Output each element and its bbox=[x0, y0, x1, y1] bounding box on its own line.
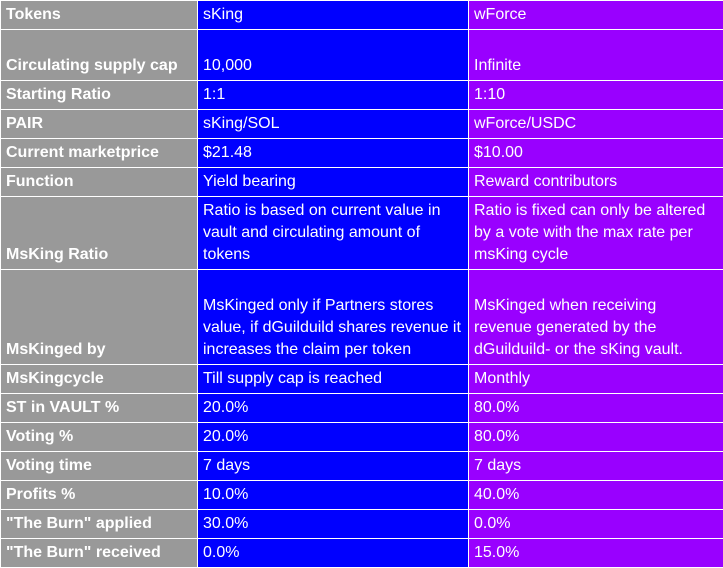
row-label-function: Function bbox=[1, 168, 198, 197]
sking-cell: 20.0% bbox=[198, 423, 469, 452]
sking-cell: 7 days bbox=[198, 452, 469, 481]
table-row: "The Burn" applied 30.0% 0.0% bbox=[1, 510, 723, 539]
sking-cell: 10.0% bbox=[198, 481, 469, 510]
table-row: Voting time 7 days 7 days bbox=[1, 452, 723, 481]
table-row: MsKing Ratio Ratio is based on current v… bbox=[1, 197, 723, 270]
row-label-profits: Profits % bbox=[1, 481, 198, 510]
sking-cell: sKing/SOL bbox=[198, 110, 469, 139]
table-row: Profits % 10.0% 40.0% bbox=[1, 481, 723, 510]
sking-cell: 10,000 bbox=[198, 30, 469, 81]
wforce-cell: Reward contributors bbox=[469, 168, 723, 197]
sking-cell: 1:1 bbox=[198, 81, 469, 110]
row-label-circulating-supply-cap: Circulating supply cap bbox=[1, 30, 198, 81]
row-label-voting-percent: Voting % bbox=[1, 423, 198, 452]
table-row: ST in VAULT % 20.0% 80.0% bbox=[1, 394, 723, 423]
row-label-voting-time: Voting time bbox=[1, 452, 198, 481]
wforce-cell: 15.0% bbox=[469, 539, 723, 568]
table-row: PAIR sKing/SOL wForce/USDC bbox=[1, 110, 723, 139]
wforce-cell: wForce bbox=[469, 1, 723, 30]
row-label-tokens: Tokens bbox=[1, 1, 198, 30]
row-label-mskingcycle: MsKingcycle bbox=[1, 365, 198, 394]
wforce-cell: 0.0% bbox=[469, 510, 723, 539]
table-row: Starting Ratio 1:1 1:10 bbox=[1, 81, 723, 110]
row-label-pair: PAIR bbox=[1, 110, 198, 139]
row-label-burn-applied: "The Burn" applied bbox=[1, 510, 198, 539]
wforce-cell: Infinite bbox=[469, 30, 723, 81]
row-label-mskinged-by: MsKinged by bbox=[1, 270, 198, 365]
sking-cell: sKing bbox=[198, 1, 469, 30]
wforce-cell: Ratio is fixed can only be altered by a … bbox=[469, 197, 723, 270]
table-row: Function Yield bearing Reward contributo… bbox=[1, 168, 723, 197]
table-row: MsKinged by MsKinged only if Partners st… bbox=[1, 270, 723, 365]
wforce-cell: 40.0% bbox=[469, 481, 723, 510]
row-label-burn-received: "The Burn" received bbox=[1, 539, 198, 568]
sking-cell: MsKinged only if Partners stores value, … bbox=[198, 270, 469, 365]
row-label-current-marketprice: Current marketprice bbox=[1, 139, 198, 168]
sking-cell: $21.48 bbox=[198, 139, 469, 168]
table-row: MsKingcycle Till supply cap is reached M… bbox=[1, 365, 723, 394]
wforce-cell: 7 days bbox=[469, 452, 723, 481]
table-row: "The Burn" received 0.0% 15.0% bbox=[1, 539, 723, 568]
row-label-st-in-vault: ST in VAULT % bbox=[1, 394, 198, 423]
row-label-starting-ratio: Starting Ratio bbox=[1, 81, 198, 110]
sking-cell: Yield bearing bbox=[198, 168, 469, 197]
wforce-cell: 80.0% bbox=[469, 423, 723, 452]
wforce-cell: Monthly bbox=[469, 365, 723, 394]
wforce-cell: 1:10 bbox=[469, 81, 723, 110]
table-row: Tokens sKing wForce bbox=[1, 1, 723, 30]
wforce-cell: $10.00 bbox=[469, 139, 723, 168]
sking-cell: Ratio is based on current value in vault… bbox=[198, 197, 469, 270]
table-row: Circulating supply cap 10,000 Infinite bbox=[1, 30, 723, 81]
wforce-cell: 80.0% bbox=[469, 394, 723, 423]
table-row: Current marketprice $21.48 $10.00 bbox=[1, 139, 723, 168]
sking-cell: Till supply cap is reached bbox=[198, 365, 469, 394]
sking-cell: 20.0% bbox=[198, 394, 469, 423]
wforce-cell: MsKinged when receiving revenue generate… bbox=[469, 270, 723, 365]
table-row: Voting % 20.0% 80.0% bbox=[1, 423, 723, 452]
wforce-cell: wForce/USDC bbox=[469, 110, 723, 139]
row-label-msking-ratio: MsKing Ratio bbox=[1, 197, 198, 270]
sking-cell: 0.0% bbox=[198, 539, 469, 568]
sking-cell: 30.0% bbox=[198, 510, 469, 539]
